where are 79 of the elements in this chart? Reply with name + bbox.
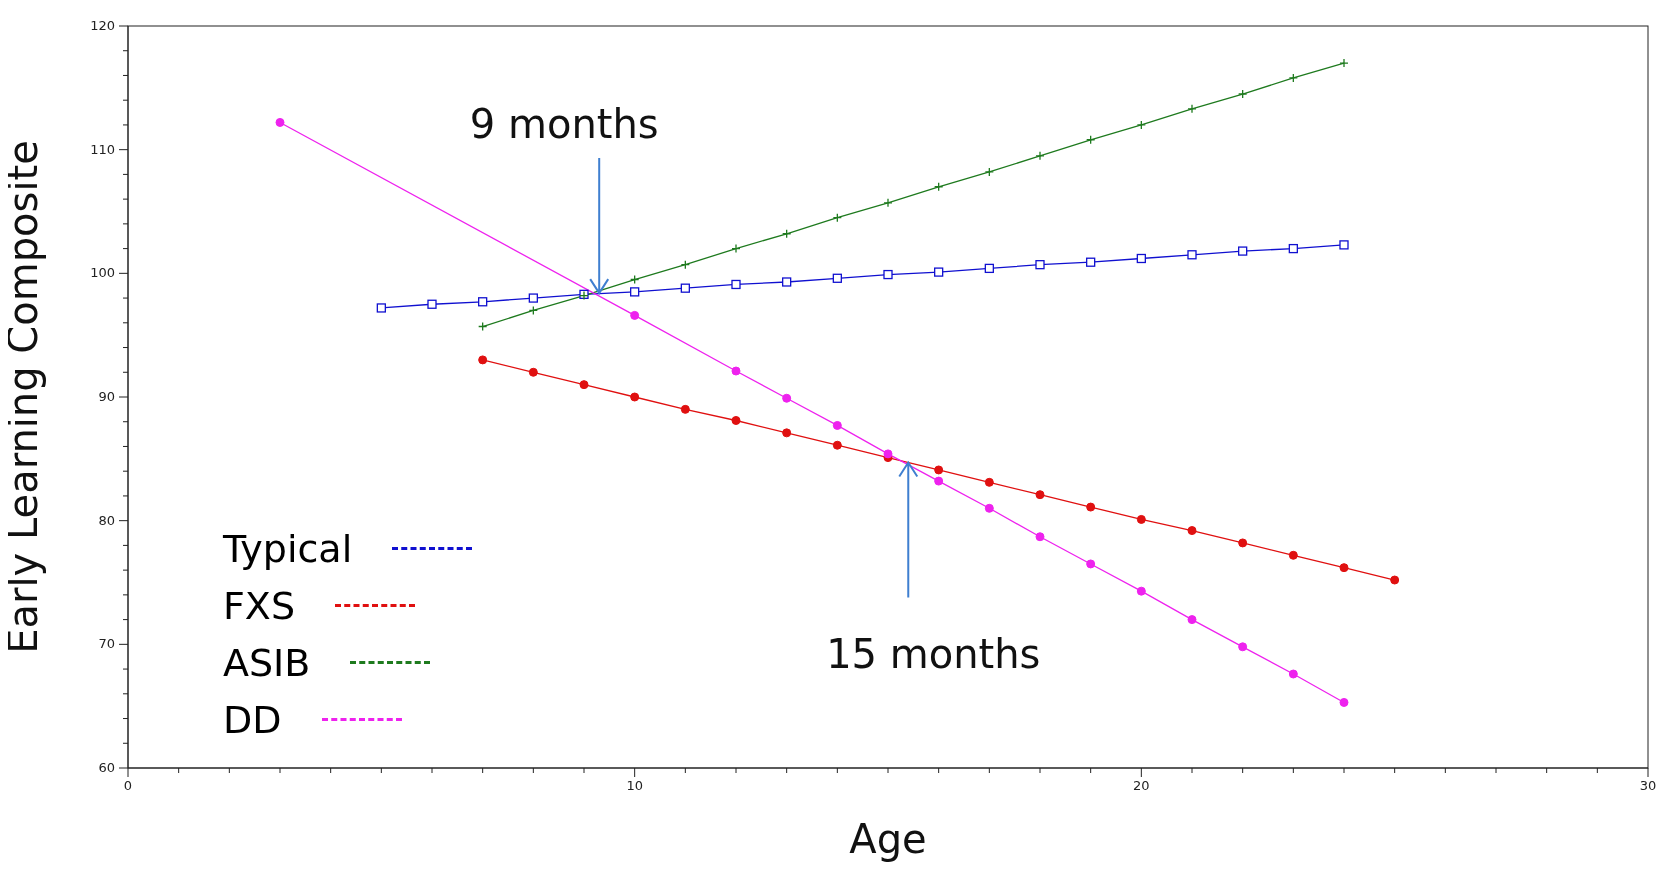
point [731, 416, 741, 425]
y-tick-label: 90 [98, 389, 115, 404]
point [984, 263, 994, 274]
point [1187, 250, 1197, 260]
point [1035, 532, 1045, 542]
point [1136, 120, 1146, 130]
point [782, 277, 792, 287]
x-axis-title: Age [849, 816, 927, 862]
point [1238, 89, 1248, 99]
point [1086, 559, 1096, 569]
point [731, 279, 741, 290]
point [1390, 575, 1400, 585]
point [934, 465, 944, 475]
point [1288, 669, 1298, 679]
point [680, 404, 690, 414]
point [782, 428, 792, 438]
point [1136, 586, 1146, 596]
y-tick-label: 70 [98, 636, 115, 652]
x-tick-label: 30 [1639, 778, 1657, 793]
legend-label: DD [223, 697, 282, 742]
point [984, 503, 994, 513]
point [1136, 253, 1146, 264]
annotation: 9 months [469, 101, 659, 148]
point [832, 273, 842, 283]
point [680, 283, 690, 293]
point [1288, 550, 1298, 560]
x-tick-label: 0 [123, 778, 133, 793]
point [1238, 538, 1248, 548]
point [1238, 246, 1248, 256]
point [1136, 514, 1146, 524]
point [1035, 151, 1045, 161]
point [1339, 240, 1349, 250]
legend-label: ASIB [223, 640, 311, 685]
y-tick-label: 80 [98, 512, 115, 528]
point [832, 440, 842, 450]
point [1187, 615, 1197, 625]
point [1339, 563, 1349, 573]
point [934, 476, 944, 486]
point [883, 198, 893, 208]
x-tick-label: 20 [1133, 778, 1150, 793]
point [478, 355, 488, 365]
point [528, 293, 538, 303]
point [984, 167, 994, 177]
point [984, 477, 994, 487]
point [1187, 526, 1197, 536]
point [1288, 243, 1298, 254]
x-tick-label: 10 [626, 778, 643, 793]
point [1238, 642, 1248, 652]
y-tick-label: 100 [90, 265, 115, 281]
point [579, 380, 589, 390]
point [731, 366, 741, 376]
point [275, 117, 285, 127]
legend-label: Typical [223, 526, 353, 571]
point [731, 243, 741, 254]
point [832, 420, 842, 430]
point [1086, 502, 1096, 512]
point [630, 310, 640, 320]
point [1035, 260, 1045, 270]
point [1187, 104, 1197, 114]
point [376, 303, 386, 313]
point [782, 393, 792, 403]
y-tick-label: 60 [98, 760, 115, 775]
y-tick-label: 120 [90, 18, 115, 33]
point [934, 267, 944, 277]
point [883, 269, 893, 280]
point [1339, 697, 1349, 707]
point [1086, 257, 1096, 267]
point [630, 392, 640, 402]
point [1288, 73, 1298, 83]
point [528, 367, 538, 377]
point [478, 297, 488, 307]
point [1035, 490, 1045, 500]
point [1339, 58, 1349, 68]
annotation: 15 months [826, 630, 1041, 677]
point [883, 449, 893, 459]
point [427, 299, 437, 309]
point [630, 287, 640, 297]
y-tick-label: 110 [90, 141, 115, 157]
legend-label: FXS [223, 583, 296, 628]
